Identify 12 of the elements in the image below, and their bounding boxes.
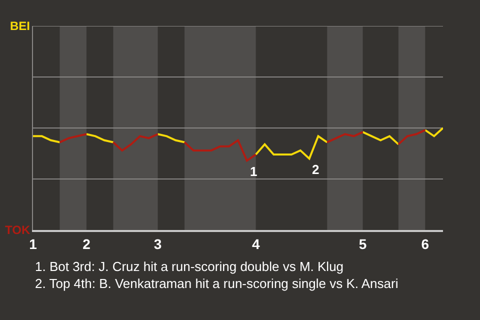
text: BEI — [10, 19, 30, 33]
x-tick-label: 6 — [421, 236, 430, 252]
text: TOK — [5, 223, 30, 237]
x-tick-label: 5 — [358, 236, 367, 252]
text: 1. Bot 3rd: J. Cruz hit a run-scoring double vs M. Klug — [35, 259, 344, 274]
x-tick-label: 3 — [154, 236, 162, 252]
x-tick-label: 1 — [29, 236, 38, 252]
x-tick-label: 2 — [82, 236, 91, 252]
annotation: 1 — [250, 164, 258, 179]
text: 2. Top 4th: B. Venkatraman hit a run-scoring single vs K. Ansari — [35, 276, 398, 291]
x-tick-label: 4 — [252, 236, 260, 252]
annotation: 2 — [312, 162, 320, 177]
